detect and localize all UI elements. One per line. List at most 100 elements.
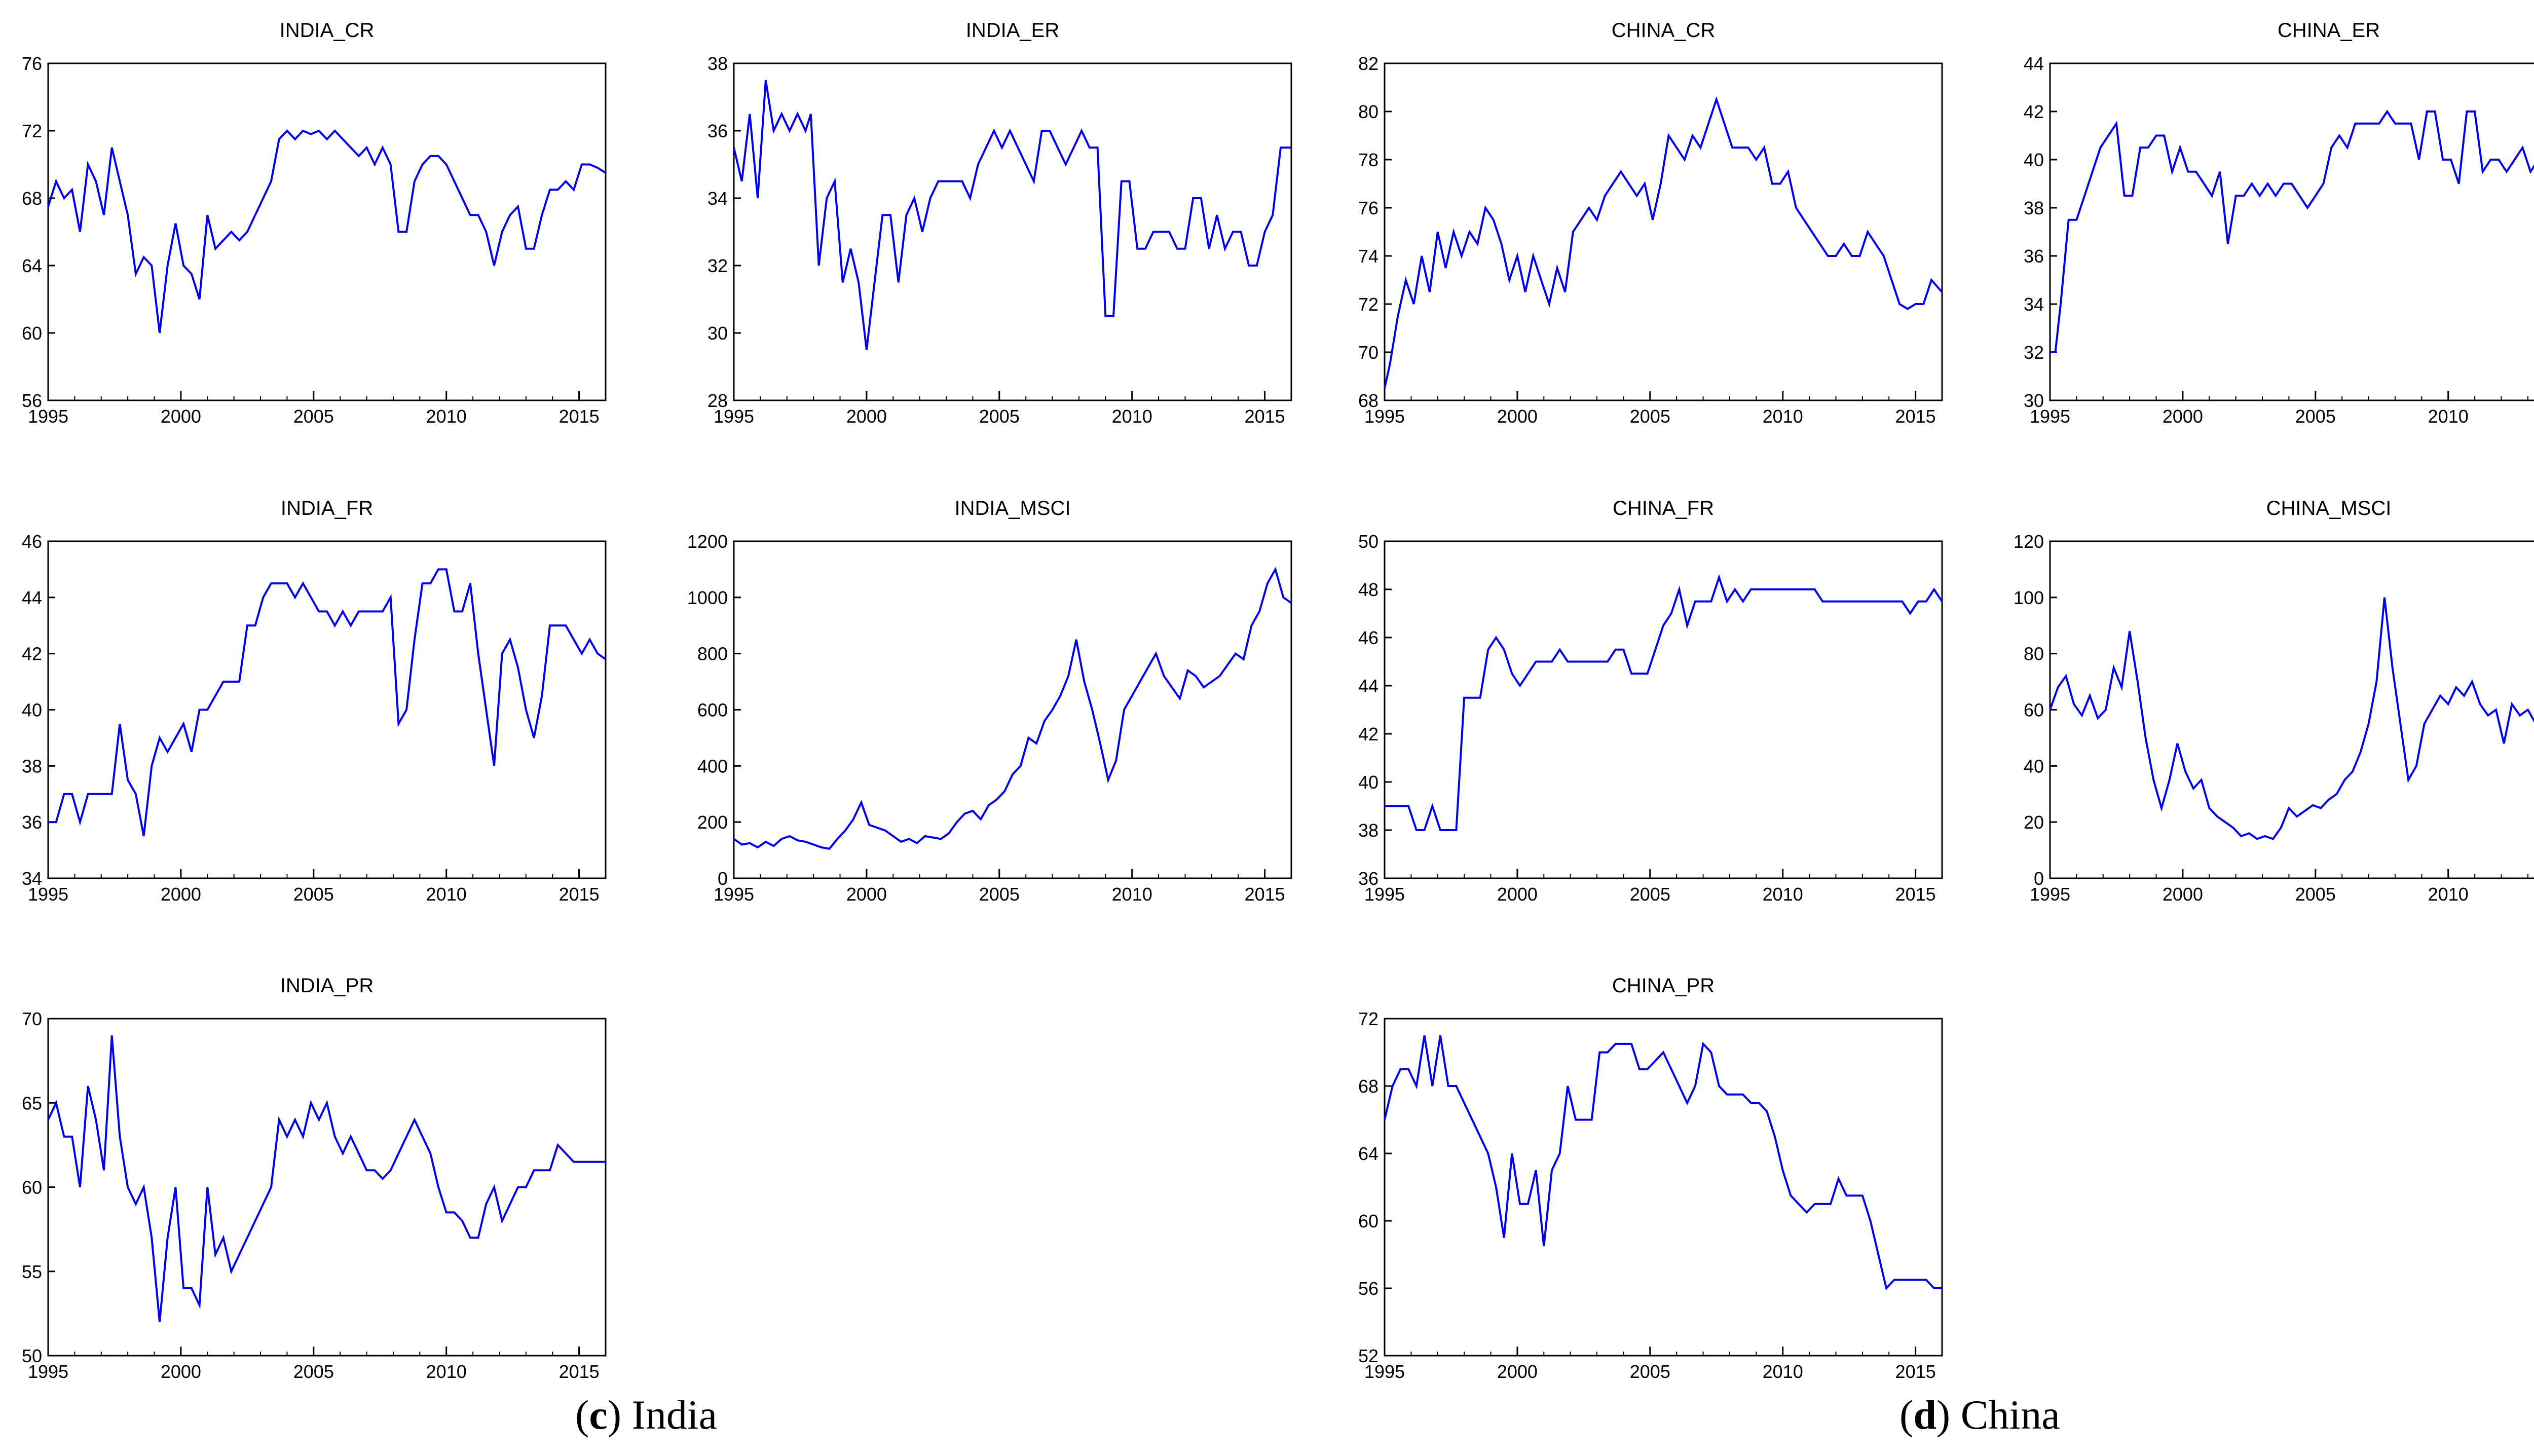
y-tick-label: 42 <box>2024 101 2044 122</box>
y-tick-label: 74 <box>1358 246 1378 267</box>
series-line <box>47 129 607 333</box>
x-tick-label: 2000 <box>161 1361 201 1382</box>
chart-china-pr: CHINA_PR 52 56 60 64 68 72 1995 2000 2005 2010 2015 <box>1358 975 1943 1382</box>
y-tick-label: 44 <box>2024 53 2044 74</box>
x-tick-label: 1995 <box>2030 406 2070 427</box>
y-tick-label: 55 <box>22 1261 42 1282</box>
y-tick-label: 56 <box>22 390 42 411</box>
x-tick-label: 2010 <box>426 1361 467 1382</box>
y-tick-label: 30 <box>707 323 728 344</box>
chart-title: CHINA_CR <box>1612 19 1715 42</box>
y-tick-label: 72 <box>1358 1009 1378 1029</box>
x-tick-label: 2000 <box>846 884 887 905</box>
x-tick-label: 2000 <box>1497 884 1538 905</box>
x-tick-label: 2015 <box>559 1361 600 1382</box>
chart-title: CHINA_MSCI <box>2266 497 2392 519</box>
y-tick-label: 72 <box>1358 294 1378 315</box>
chart-india-msci: INDIA_MSCI 0 200 400 600 800 1000 1200 1995 2000 2… <box>687 497 1292 905</box>
x-tick-label: 2000 <box>2163 884 2203 905</box>
plot-frame <box>733 540 1292 879</box>
y-tick-label: 64 <box>1358 1143 1378 1164</box>
chart-china-cr: CHINA_CR 68 70 72 74 76 78 80 82 1995 2000 2005 2010… <box>1358 19 1943 427</box>
y-tick-label: 0 <box>718 868 728 889</box>
y-tick-label: 40 <box>1358 772 1378 793</box>
x-tick-label: 2005 <box>2295 406 2336 427</box>
chart-china-msci: CHINA_MSCI 0 20 40 60 80 100 120 1995 2000 2005 201… <box>2014 497 2534 905</box>
y-tick-label: 76 <box>1358 198 1378 218</box>
x-tick-label: 2000 <box>161 406 201 427</box>
x-tick-label: 2000 <box>1497 1361 1538 1382</box>
chart-title: CHINA_ER <box>2278 19 2380 42</box>
x-tick-label: 1995 <box>714 884 754 905</box>
y-tick-label: 60 <box>2024 700 2044 721</box>
chart-title: INDIA_ER <box>966 19 1060 42</box>
x-tick-label: 1995 <box>1364 884 1405 905</box>
x-tick-label: 2010 <box>426 406 467 427</box>
y-tick-label: 36 <box>22 812 42 833</box>
chart-title: CHINA_PR <box>1612 975 1715 997</box>
y-tick-label: 36 <box>707 121 728 141</box>
x-tick-label: 2005 <box>293 1361 334 1382</box>
plot-frame <box>1384 62 1943 401</box>
chart-title: CHINA_FR <box>1613 497 1714 519</box>
y-tick-label: 68 <box>1358 1076 1378 1097</box>
y-tick-label: 28 <box>707 390 728 411</box>
x-tick-label: 1995 <box>28 406 68 427</box>
series-line <box>733 567 1292 850</box>
x-tick-label: 2015 <box>1245 884 1285 905</box>
y-tick-label: 76 <box>22 53 42 74</box>
y-tick-label: 50 <box>22 1346 42 1366</box>
x-tick-label: 2010 <box>1763 1361 1803 1382</box>
y-tick-label: 120 <box>2014 531 2044 552</box>
series-line <box>47 1035 606 1322</box>
y-tick-label: 80 <box>1358 101 1378 122</box>
y-tick-label: 44 <box>1358 676 1378 696</box>
y-tick-label: 68 <box>1358 390 1378 411</box>
y-tick-label: 40 <box>2024 756 2044 776</box>
series-line <box>1385 574 1943 831</box>
plot-frame <box>47 540 607 879</box>
y-tick-label: 34 <box>2024 294 2044 315</box>
y-tick-label: 44 <box>22 587 42 608</box>
y-tick-label: 36 <box>1358 868 1378 889</box>
chart-title: INDIA_MSCI <box>955 497 1071 519</box>
x-tick-label: 2015 <box>559 406 600 427</box>
y-tick-label: 78 <box>1358 150 1378 170</box>
x-tick-label: 2005 <box>1630 1361 1670 1382</box>
y-tick-label: 1000 <box>687 587 728 608</box>
y-tick-label: 100 <box>2014 587 2044 608</box>
y-tick-label: 800 <box>697 644 728 664</box>
chart-india-er: INDIA_ER 28 30 32 34 36 38 1995 2000 2005 2010 2015 <box>707 19 1292 427</box>
x-tick-label: 1995 <box>2030 884 2070 905</box>
x-tick-label: 2010 <box>1763 406 1803 427</box>
y-tick-label: 65 <box>22 1093 42 1113</box>
x-tick-label: 1995 <box>28 884 68 905</box>
y-tick-label: 80 <box>2024 644 2044 664</box>
y-tick-label: 46 <box>22 531 42 552</box>
y-tick-label: 600 <box>697 700 728 721</box>
plot-frame <box>2049 540 2534 879</box>
series-line <box>1384 96 1943 389</box>
y-tick-label: 1200 <box>687 531 728 552</box>
y-tick-label: 52 <box>1358 1346 1378 1366</box>
x-tick-label: 2005 <box>1630 406 1670 427</box>
x-tick-label: 1995 <box>714 406 754 427</box>
x-tick-label: 2005 <box>979 884 1020 905</box>
chart-china-fr: CHINA_FR 36 38 40 42 44 46 48 50 1995 2000 2005 2010… <box>1358 497 1943 905</box>
x-tick-label: 2010 <box>1112 406 1152 427</box>
y-tick-label: 400 <box>697 756 728 776</box>
y-tick-label: 70 <box>22 1009 42 1029</box>
y-tick-label: 42 <box>22 644 42 664</box>
x-tick-label: 1995 <box>1364 1361 1405 1382</box>
x-tick-label: 1995 <box>28 1361 68 1382</box>
chart-india-cr: INDIA_CR 56 60 64 68 72 76 1995 2000 2005 2010 2015 <box>22 19 607 427</box>
y-tick-label: 50 <box>1358 531 1378 552</box>
y-tick-label: 38 <box>2024 198 2044 218</box>
series-line <box>1384 1035 1942 1291</box>
x-tick-label: 2010 <box>1763 884 1803 905</box>
y-tick-label: 200 <box>697 812 728 833</box>
x-tick-label: 2000 <box>161 884 201 905</box>
x-tick-label: 2005 <box>1630 884 1670 905</box>
x-tick-label: 2015 <box>1895 406 1936 427</box>
